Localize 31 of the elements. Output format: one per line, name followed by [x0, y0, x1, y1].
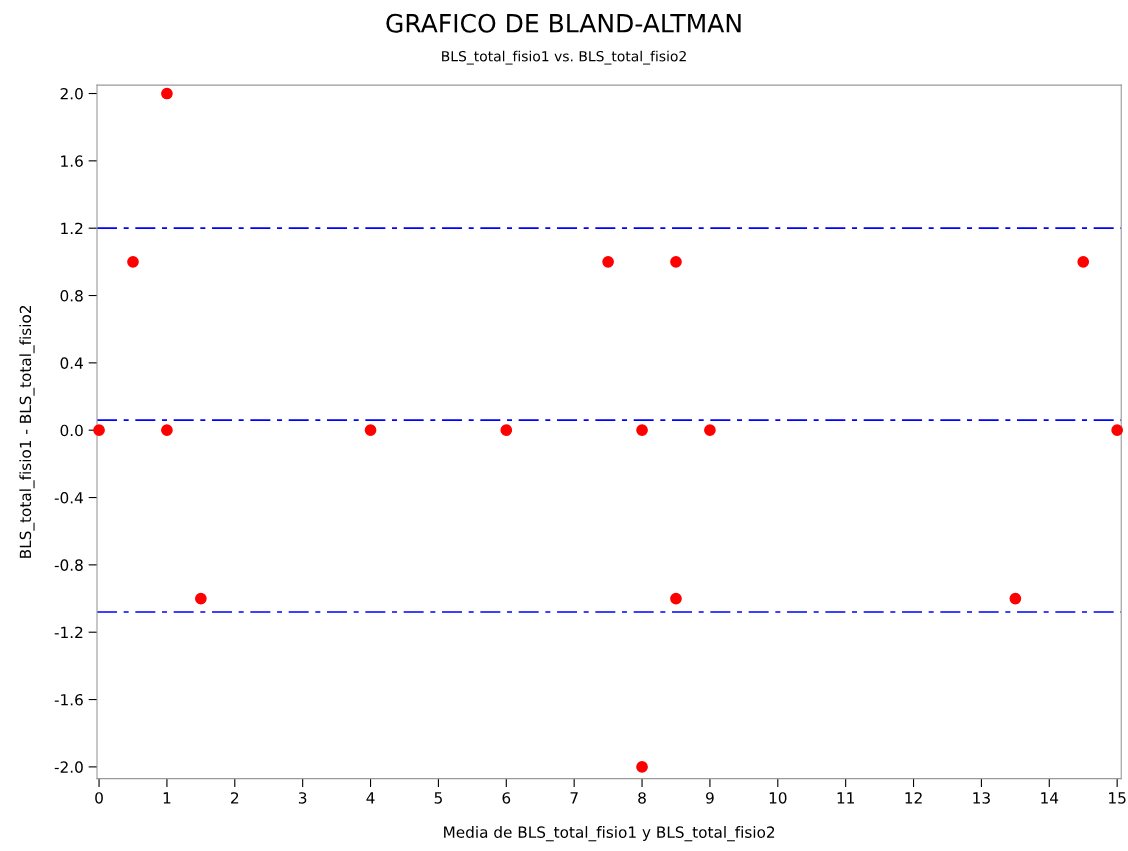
y-tick-label: 0.4 — [60, 357, 83, 369]
x-axis-title: Media de BLS_total_fisio1 y BLS_total_fisio2 — [444, 826, 775, 842]
x-tick-label: 11 — [837, 792, 854, 804]
y-tick-label: -1.2 — [54, 626, 83, 639]
y-tick-label: -0.4 — [54, 492, 83, 504]
x-tick-label: 5 — [434, 792, 442, 804]
x-tick-label: 3 — [298, 792, 307, 804]
x-tick-label: 1 — [163, 792, 171, 804]
y-tick-label: -2.0 — [54, 761, 83, 773]
x-tick-label: 10 — [769, 792, 787, 804]
y-axis-title: BLS_total_fisio1 - BLS_total_fisio2 — [19, 306, 35, 558]
y-tick-label: 1.2 — [61, 222, 83, 234]
chart-title: GRAFICO DE BLAND-ALTMAN — [386, 13, 741, 33]
y-tick-label: -0.8 — [54, 559, 83, 571]
x-tick-label: 4 — [366, 792, 375, 804]
x-tick-label: 14 — [1041, 792, 1059, 804]
x-tick-label: 0 — [95, 792, 103, 804]
chart-subtitle: BLS_total_fisio1 vs. BLS_total_fisio2 — [442, 50, 686, 65]
y-tick-label: 0.8 — [60, 289, 83, 302]
x-tick-label: 2 — [231, 792, 239, 804]
y-tick-label: -1.6 — [54, 694, 83, 706]
x-tick-label: 8 — [638, 792, 646, 804]
y-tick-label: 1.6 — [61, 155, 83, 167]
x-tick-label: 7 — [570, 792, 578, 804]
x-tick-label: 9 — [706, 792, 714, 804]
y-tick-label: 2.0 — [60, 87, 83, 100]
x-tick-label: 13 — [973, 792, 990, 804]
x-tick-label: 15 — [1109, 792, 1126, 804]
y-tick-label: 0.0 — [60, 424, 83, 437]
x-tick-label: 12 — [905, 792, 922, 804]
x-tick-label: 6 — [502, 792, 511, 804]
